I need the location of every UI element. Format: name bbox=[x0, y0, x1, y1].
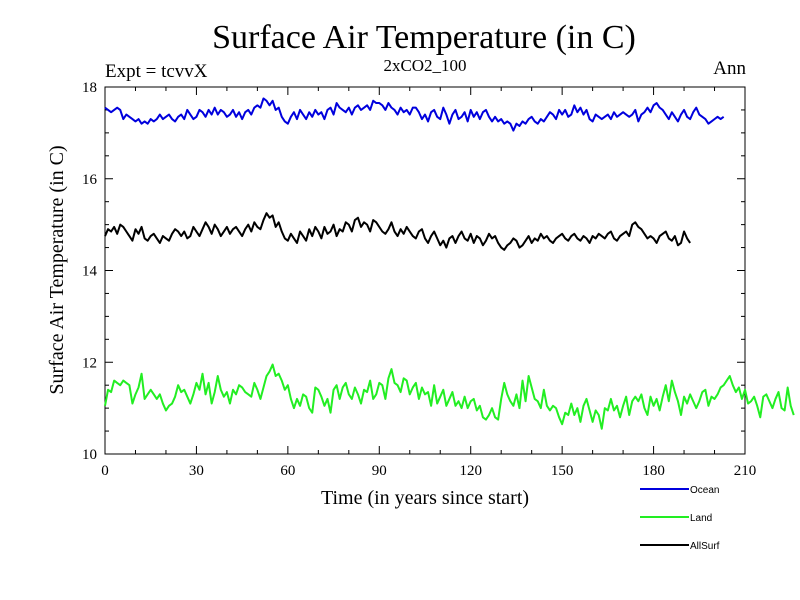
x-axis-label: Time (in years since start) bbox=[321, 487, 529, 509]
x-tick-label: 30 bbox=[189, 463, 204, 479]
x-tick-label: 120 bbox=[459, 463, 482, 479]
y-tick-label: 16 bbox=[82, 172, 98, 188]
axis-ticks bbox=[104, 86, 746, 455]
x-tick-label: 60 bbox=[280, 463, 295, 479]
legend-label-land: Land bbox=[690, 513, 712, 524]
y-tick-label: 10 bbox=[82, 447, 97, 463]
y-tick-label: 18 bbox=[82, 80, 97, 96]
y-tick-label: 12 bbox=[82, 355, 97, 371]
legend-label-ocean: Ocean bbox=[690, 485, 719, 496]
x-tick-label: 0 bbox=[101, 463, 109, 479]
x-axis-tick-labels: 0 30 60 90 120 150 180 210 bbox=[101, 463, 756, 479]
series-line-land bbox=[104, 363, 795, 430]
chart-subtitle: 2xCO2_100 bbox=[383, 56, 466, 75]
plot-frame bbox=[104, 86, 746, 455]
x-tick-label: 180 bbox=[642, 463, 665, 479]
series-line-allsurf bbox=[104, 212, 691, 251]
series-line-ocean bbox=[104, 97, 725, 132]
chart-title: Surface Air Temperature (in C) bbox=[212, 19, 636, 56]
x-tick-label: 90 bbox=[372, 463, 387, 479]
period-label: Ann bbox=[713, 58, 746, 79]
y-axis-tick-labels: 10 12 14 16 18 bbox=[82, 80, 98, 463]
y-axis-label: Surface Air Temperature (in C) bbox=[46, 145, 68, 394]
series-lines bbox=[104, 97, 795, 430]
legend-label-allsurf: AllSurf bbox=[690, 541, 720, 552]
experiment-label: Expt = tcvvX bbox=[105, 61, 208, 82]
y-tick-label: 14 bbox=[82, 264, 98, 280]
x-tick-label: 210 bbox=[734, 463, 757, 479]
legend: Ocean Land AllSurf bbox=[640, 485, 720, 552]
x-tick-label: 150 bbox=[551, 463, 574, 479]
